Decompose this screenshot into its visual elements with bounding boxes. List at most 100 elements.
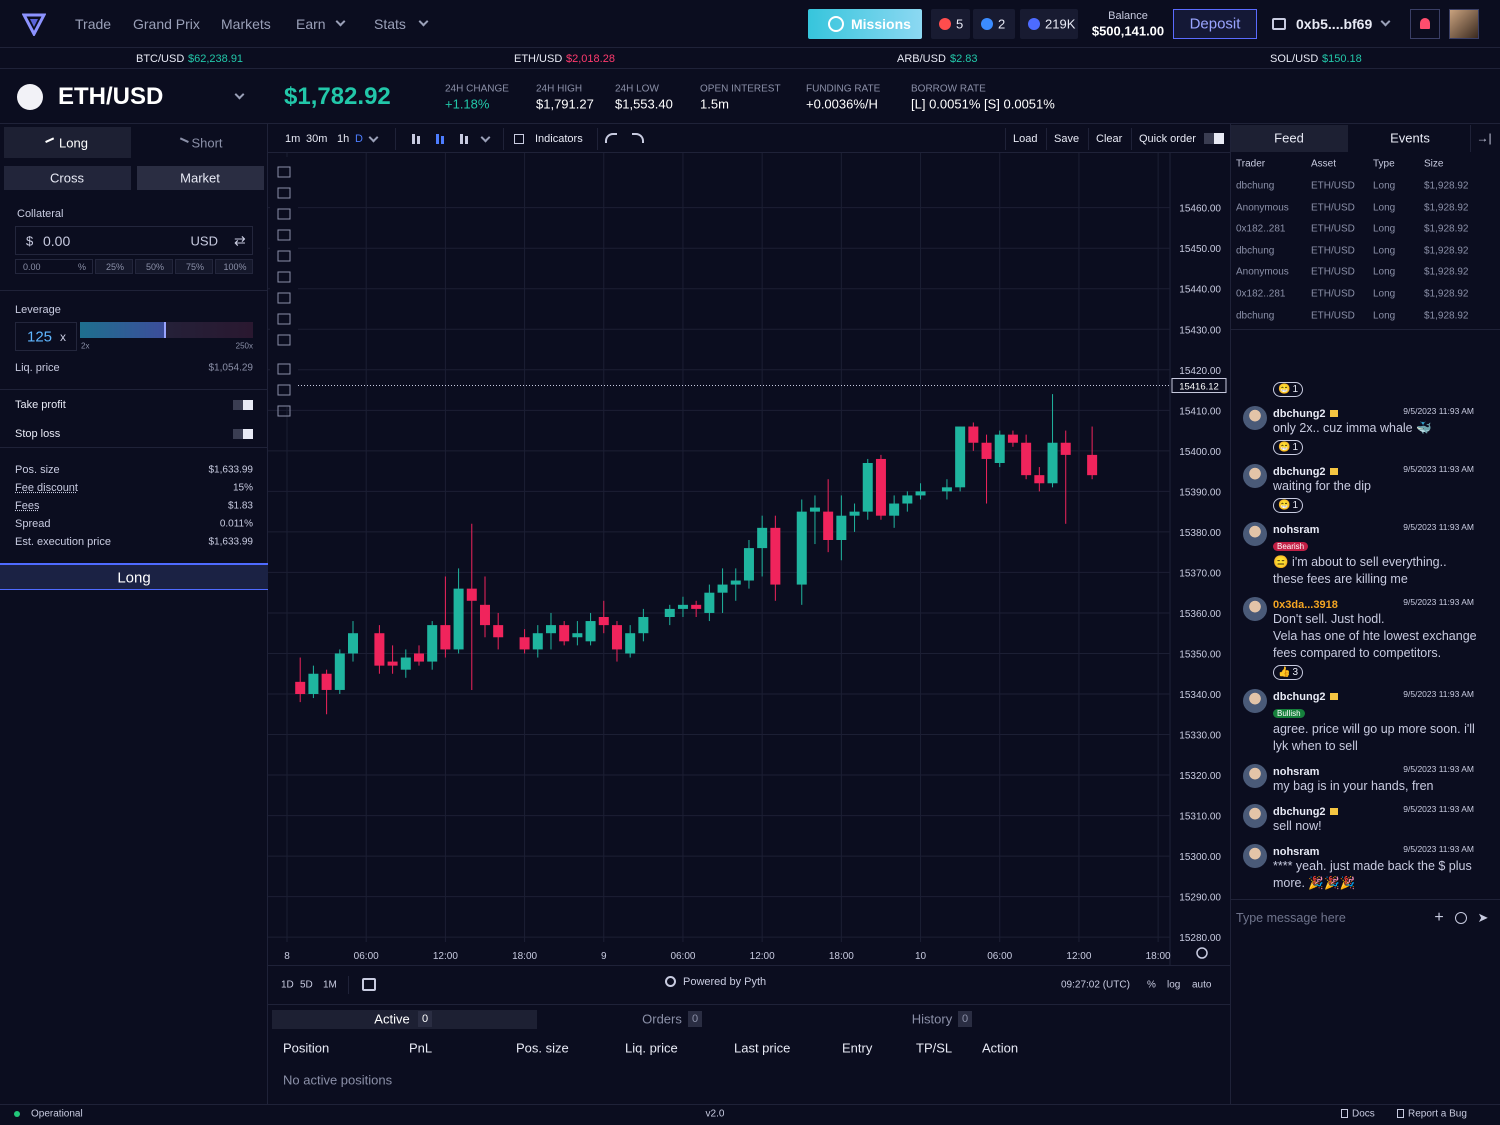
logo[interactable]	[22, 12, 46, 36]
chat-avatar	[1243, 406, 1267, 430]
drawing-tool[interactable]	[277, 187, 291, 199]
positions-tab[interactable]: History 0	[802, 1010, 1082, 1029]
scale-option[interactable]: log	[1167, 979, 1181, 991]
chat-input[interactable]: Type message here	[1236, 911, 1346, 925]
toolbar-action[interactable]: Load	[1013, 133, 1038, 145]
interval-button[interactable]: 30m	[306, 133, 328, 145]
y-tick-label: 15410.00	[1179, 406, 1221, 417]
notification-button[interactable]	[1410, 9, 1440, 39]
feed-cell: $1,928.92	[1424, 288, 1469, 300]
side-tab-icon	[44, 137, 56, 147]
indicators-button[interactable]: Indicators	[535, 133, 583, 145]
stat-label: BORROW RATE	[911, 83, 986, 95]
range-button[interactable]: 1M	[323, 979, 337, 991]
ticker-pair[interactable]: BTC/USD	[136, 53, 185, 65]
ticker-pair[interactable]: ETH/USD	[514, 53, 563, 65]
scale-option[interactable]: %	[1147, 979, 1156, 991]
chat-user[interactable]: dbchung2	[1273, 691, 1326, 703]
market-pair[interactable]: ETH/USD	[58, 83, 164, 110]
percent-input[interactable]: 0.00%	[15, 259, 93, 274]
toolbar-action[interactable]: Save	[1054, 133, 1080, 145]
drawing-tool[interactable]	[277, 313, 291, 325]
nav-link[interactable]: Grand Prix	[133, 16, 200, 32]
side-tab[interactable]: Short	[137, 127, 265, 158]
feed-cell: ETH/USD	[1311, 288, 1355, 300]
status-link[interactable]: Docs	[1352, 1108, 1375, 1120]
interval-button[interactable]: D	[355, 133, 363, 145]
candle-body	[809, 507, 820, 512]
candle-body	[955, 426, 966, 488]
avatar-button[interactable]	[1449, 9, 1479, 39]
percent-preset[interactable]: 75%	[175, 259, 213, 274]
drawing-tool[interactable]	[277, 384, 291, 396]
drawing-tool[interactable]	[277, 250, 291, 262]
chat-user[interactable]: nohsram	[1273, 524, 1320, 536]
candle-body	[427, 625, 438, 662]
scale-option[interactable]: auto	[1192, 979, 1212, 991]
toolbar-action[interactable]: Clear	[1096, 133, 1123, 145]
status-link[interactable]: Report a Bug	[1408, 1108, 1467, 1120]
ticker-pair[interactable]: SOL/USD	[1270, 53, 1319, 65]
chat-user[interactable]: 0x3da...3918	[1273, 599, 1338, 611]
add-button[interactable]: +	[1434, 909, 1444, 926]
range-button[interactable]: 1D	[281, 979, 294, 991]
nav-link[interactable]: Trade	[75, 16, 112, 32]
emoji-button[interactable]	[1455, 912, 1467, 924]
leverage-input[interactable]: 125 x	[15, 322, 77, 351]
chat-reaction[interactable]: 😁 1	[1273, 440, 1304, 455]
chat-user[interactable]: nohsram	[1273, 766, 1320, 778]
interval-button[interactable]: 1m	[285, 133, 301, 145]
chat-reaction[interactable]: 👍 3	[1273, 665, 1304, 680]
nav-link[interactable]: Stats	[374, 16, 406, 32]
range-button[interactable]: 5D	[300, 979, 313, 991]
percent-preset-label: 50%	[145, 262, 165, 272]
nav-link[interactable]: Markets	[221, 16, 271, 32]
chat-user[interactable]: dbchung2	[1273, 806, 1326, 818]
link-icon	[1341, 1109, 1348, 1118]
feed-cell: $1,928.92	[1424, 223, 1469, 235]
compare-icon[interactable]	[362, 978, 376, 991]
interval-button[interactable]: 1h	[337, 133, 350, 145]
positions-tab[interactable]: Orders 0	[537, 1010, 802, 1029]
quick-order-toggle[interactable]	[1204, 133, 1224, 144]
nav-link[interactable]: Earn	[296, 16, 326, 32]
feed-tab[interactable]: Events	[1349, 125, 1469, 152]
percent-preset[interactable]: 100%	[215, 259, 253, 274]
toggle-switch[interactable]	[233, 429, 253, 439]
drawing-tool[interactable]	[277, 292, 291, 304]
percent-preset-label: 75%	[185, 262, 205, 272]
drawing-tool[interactable]	[277, 229, 291, 241]
missions-button[interactable]: Missions	[808, 9, 922, 39]
candle-body	[968, 426, 979, 443]
drawing-tool[interactable]	[277, 271, 291, 283]
drawing-tool[interactable]	[277, 405, 291, 417]
drawing-tool[interactable]	[277, 363, 291, 375]
order-type-tab[interactable]: Cross	[4, 166, 131, 190]
side-tab[interactable]: Long	[4, 127, 131, 158]
positions-tab[interactable]: Active 0	[272, 1010, 537, 1029]
drawing-tool[interactable]	[277, 334, 291, 346]
wallet-button[interactable]: 0xb5....bf69	[1266, 9, 1402, 39]
send-button[interactable]: ➤	[1477, 910, 1489, 925]
percent-preset[interactable]: 25%	[95, 259, 133, 274]
redo-button[interactable]	[632, 133, 644, 143]
undo-button[interactable]	[605, 133, 617, 143]
deposit-button[interactable]: Deposit	[1173, 9, 1257, 39]
collapse-button[interactable]	[1470, 125, 1500, 152]
percent-preset[interactable]: 50%	[135, 259, 173, 274]
chat-user[interactable]: dbchung2	[1273, 408, 1326, 420]
toggle-switch[interactable]	[233, 400, 253, 410]
ticker-pair[interactable]: ARB/USD	[897, 53, 946, 65]
liq-value: $1,054.29	[208, 362, 254, 374]
chat-user[interactable]: dbchung2	[1273, 466, 1326, 478]
submit-button[interactable]: Long	[0, 563, 268, 590]
order-type-tab[interactable]: Market	[137, 166, 264, 190]
drawing-tool[interactable]	[277, 208, 291, 220]
chat-reaction[interactable]: 😁 1	[1273, 382, 1304, 397]
chat-user[interactable]: nohsram	[1273, 846, 1320, 858]
chat-reaction[interactable]: 😁 1	[1273, 498, 1304, 513]
drawing-tool[interactable]	[277, 166, 291, 178]
percent-preset-label: 100%	[223, 262, 247, 272]
feed-tab[interactable]: Feed	[1231, 125, 1348, 152]
collateral-input[interactable]: $0.00 USD ⇄	[15, 226, 253, 255]
